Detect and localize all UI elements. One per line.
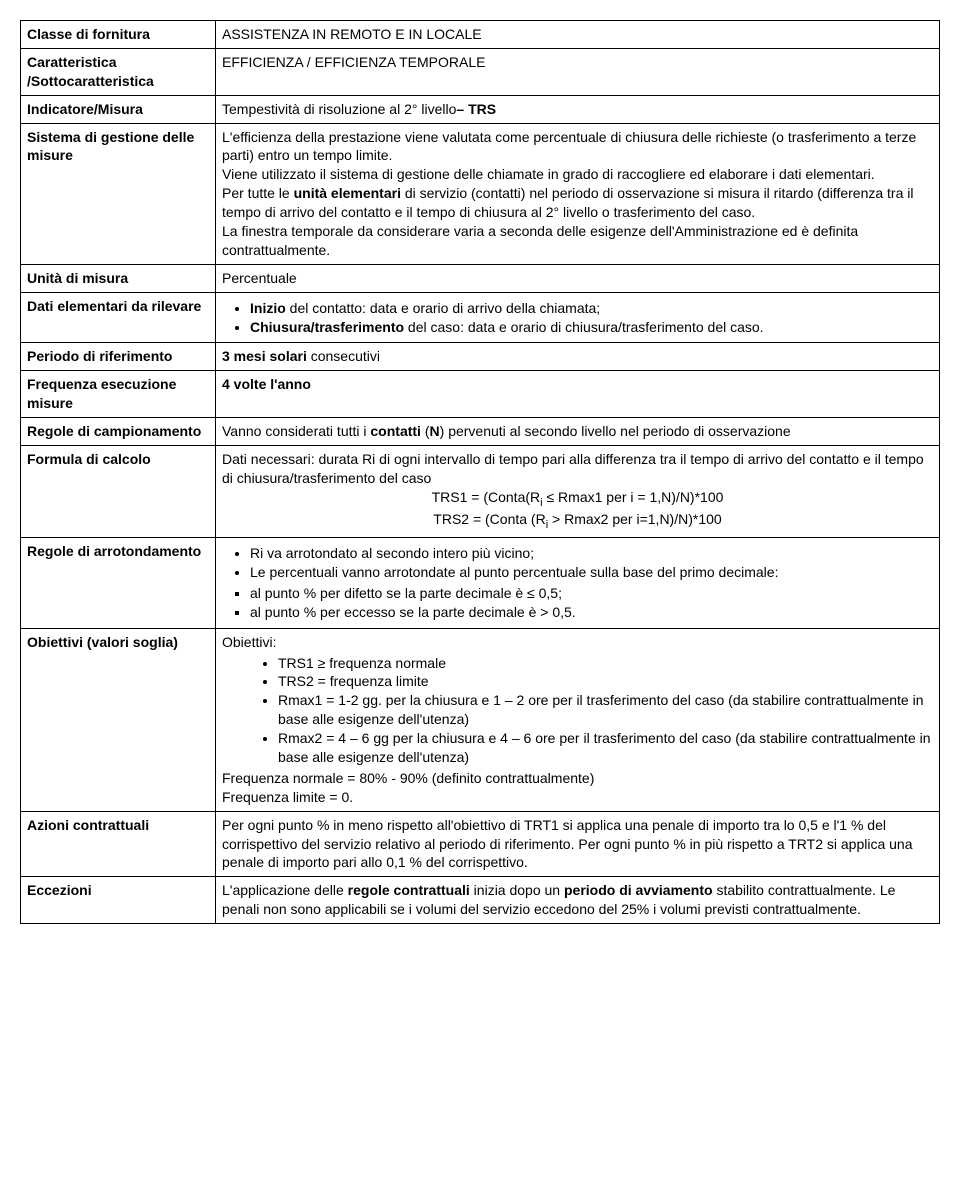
label: Unità di misura: [21, 264, 216, 292]
row-formula-calcolo: Formula di calcolo Dati necessari: durat…: [21, 446, 940, 538]
label: Regole di arrotondamento: [21, 538, 216, 629]
text-bold: contatti: [370, 423, 421, 439]
para: Viene utilizzato il sistema di gestione …: [222, 165, 933, 184]
row-azioni-contrattuali: Azioni contrattuali Per ogni punto % in …: [21, 811, 940, 877]
value: Ri va arrotondato al secondo intero più …: [216, 538, 940, 629]
list-item: al punto % per difetto se la parte decim…: [250, 584, 933, 603]
row-unita-misura: Unità di misura Percentuale: [21, 264, 940, 292]
text-bold: regole contrattuali: [348, 882, 470, 898]
value: ASSISTENZA IN REMOTO E IN LOCALE: [216, 21, 940, 49]
list-item: Le percentuali vanno arrotondate al punt…: [250, 563, 933, 582]
label: Azioni contrattuali: [21, 811, 216, 877]
text-bold: 3 mesi solari: [222, 348, 307, 364]
text: consecutivi: [307, 348, 380, 364]
list-item: al punto % per eccesso se la parte decim…: [250, 603, 933, 622]
text: (: [421, 423, 430, 439]
text-bold: unità elementari: [294, 185, 401, 201]
label: Obiettivi (valori soglia): [21, 628, 216, 811]
definition-table: Classe di fornitura ASSISTENZA IN REMOTO…: [20, 20, 940, 924]
para: La finestra temporale da considerare var…: [222, 222, 933, 260]
text: TRS2 = (Conta (R: [433, 511, 545, 527]
label: Formula di calcolo: [21, 446, 216, 538]
row-periodo-riferimento: Periodo di riferimento 3 mesi solari con…: [21, 343, 940, 371]
row-caratteristica: Caratteristica /Sottocaratteristica EFFI…: [21, 48, 940, 95]
list-item: TRS2 = frequenza limite: [278, 672, 933, 691]
text: inizia dopo un: [470, 882, 564, 898]
label: Regole di campionamento: [21, 418, 216, 446]
text-bold: 4 volte l'anno: [222, 376, 311, 392]
bullet-list: Ri va arrotondato al secondo intero più …: [222, 544, 933, 582]
list-item: Rmax1 = 1-2 gg. per la chiusura e 1 – 2 …: [278, 691, 933, 729]
text-bold: Inizio: [250, 300, 286, 316]
label: Caratteristica /Sottocaratteristica: [21, 48, 216, 95]
value: L'efficienza della prestazione viene val…: [216, 123, 940, 264]
list-item: Rmax2 = 4 – 6 gg per la chiusura e 4 – 6…: [278, 729, 933, 767]
value: Per ogni punto % in meno rispetto all'ob…: [216, 811, 940, 877]
text-bold: periodo di avviamento: [564, 882, 713, 898]
row-regole-arrotondamento: Regole di arrotondamento Ri va arrotonda…: [21, 538, 940, 629]
value: Vanno considerati tutti i contatti (N) p…: [216, 418, 940, 446]
row-obiettivi: Obiettivi (valori soglia) Obiettivi: TRS…: [21, 628, 940, 811]
value: Inizio del contatto: data e orario di ar…: [216, 292, 940, 343]
para: Dati necessari: durata Ri di ogni interv…: [222, 450, 933, 488]
value: Obiettivi: TRS1 ≥ frequenza normale TRS2…: [216, 628, 940, 811]
label: Classe di fornitura: [21, 21, 216, 49]
text: > Rmax2 per i=1,N)/N)*100: [548, 511, 722, 527]
list-item: Ri va arrotondato al secondo intero più …: [250, 544, 933, 563]
text: Per tutte le: [222, 185, 294, 201]
label: Periodo di riferimento: [21, 343, 216, 371]
para: Frequenza limite = 0.: [222, 788, 933, 807]
para: L'efficienza della prestazione viene val…: [222, 128, 933, 166]
value: 3 mesi solari consecutivi: [216, 343, 940, 371]
text-bold: N: [430, 423, 440, 439]
text: del caso: data e orario di chiusura/tras…: [404, 319, 764, 335]
label: Indicatore/Misura: [21, 95, 216, 123]
formula-line: TRS1 = (Conta(Ri ≤ Rmax1 per i = 1,N)/N)…: [222, 488, 933, 511]
code: TRS: [468, 101, 496, 117]
para: Frequenza normale = 80% - 90% (definito …: [222, 769, 933, 788]
label: Eccezioni: [21, 877, 216, 924]
square-list: al punto % per difetto se la parte decim…: [222, 584, 933, 622]
row-dati-elementari: Dati elementari da rilevare Inizio del c…: [21, 292, 940, 343]
row-sistema-gestione: Sistema di gestione delle misure L'effic…: [21, 123, 940, 264]
value: 4 volte l'anno: [216, 371, 940, 418]
list-item: TRS1 ≥ frequenza normale: [278, 654, 933, 673]
list-item: Inizio del contatto: data e orario di ar…: [250, 299, 933, 318]
list-item: Chiusura/trasferimento del caso: data e …: [250, 318, 933, 337]
text: Vanno considerati tutti i: [222, 423, 370, 439]
label: Dati elementari da rilevare: [21, 292, 216, 343]
row-classe-fornitura: Classe di fornitura ASSISTENZA IN REMOTO…: [21, 21, 940, 49]
bullet-list: TRS1 ≥ frequenza normale TRS2 = frequenz…: [222, 654, 933, 767]
text: TRS1 = (Conta(R: [432, 489, 541, 505]
para: Per tutte le unità elementari di servizi…: [222, 184, 933, 222]
text: ≤ Rmax1 per i = 1,N)/N)*100: [543, 489, 724, 505]
value: EFFICIENZA / EFFICIENZA TEMPORALE: [216, 48, 940, 95]
value: Tempestività di risoluzione al 2° livell…: [216, 95, 940, 123]
row-frequenza: Frequenza esecuzione misure 4 volte l'an…: [21, 371, 940, 418]
para: Obiettivi:: [222, 633, 933, 652]
bullet-list: Inizio del contatto: data e orario di ar…: [222, 299, 933, 337]
text: L'applicazione delle: [222, 882, 348, 898]
text: Tempestività di risoluzione al 2° livell…: [222, 101, 456, 117]
dash: –: [456, 101, 468, 117]
row-indicatore: Indicatore/Misura Tempestività di risolu…: [21, 95, 940, 123]
text-bold: Chiusura/trasferimento: [250, 319, 404, 335]
value: L'applicazione delle regole contrattuali…: [216, 877, 940, 924]
formula-line: TRS2 = (Conta (Ri > Rmax2 per i=1,N)/N)*…: [222, 510, 933, 533]
label: Sistema di gestione delle misure: [21, 123, 216, 264]
label: Frequenza esecuzione misure: [21, 371, 216, 418]
row-eccezioni: Eccezioni L'applicazione delle regole co…: [21, 877, 940, 924]
value: Dati necessari: durata Ri di ogni interv…: [216, 446, 940, 538]
text: ) pervenuti al secondo livello nel perio…: [440, 423, 791, 439]
value: Percentuale: [216, 264, 940, 292]
text: del contatto: data e orario di arrivo de…: [286, 300, 600, 316]
row-regole-campionamento: Regole di campionamento Vanno considerat…: [21, 418, 940, 446]
